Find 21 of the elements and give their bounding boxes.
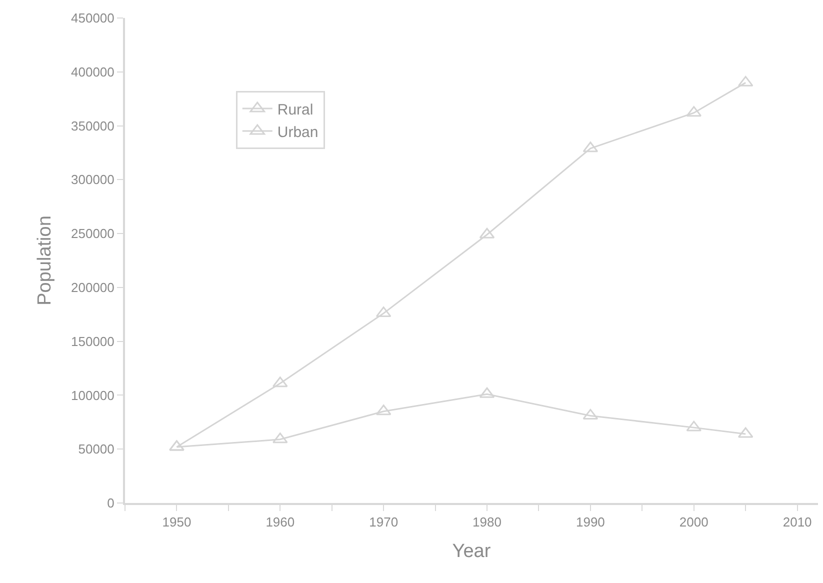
x-tick-label: 1990 xyxy=(576,514,605,530)
y-tick-label: 300000 xyxy=(71,172,114,188)
y-tick-label: 250000 xyxy=(71,226,114,242)
x-tick-label: 1950 xyxy=(162,514,192,530)
x-tick-label: 1980 xyxy=(472,514,502,530)
y-axis-title: Population xyxy=(34,216,56,306)
y-tick-label: 400000 xyxy=(71,64,114,80)
legend-label: Urban xyxy=(277,124,318,141)
y-tick-label: 50000 xyxy=(78,442,114,457)
y-tick-label: 350000 xyxy=(71,118,114,134)
x-tick-label: 2010 xyxy=(782,514,812,530)
x-tick-label: 2000 xyxy=(679,514,708,530)
y-tick-label: 450000 xyxy=(71,10,114,26)
y-tick-label: 150000 xyxy=(71,334,114,349)
y-tick-label: 0 xyxy=(107,496,114,511)
x-tick-label: 1960 xyxy=(266,514,295,530)
x-tick-label: 1970 xyxy=(369,514,398,530)
legend-label: Rural xyxy=(277,101,314,118)
y-tick-label: 200000 xyxy=(71,280,114,295)
y-tick-label: 100000 xyxy=(71,388,114,403)
x-axis-title: Year xyxy=(452,540,492,562)
